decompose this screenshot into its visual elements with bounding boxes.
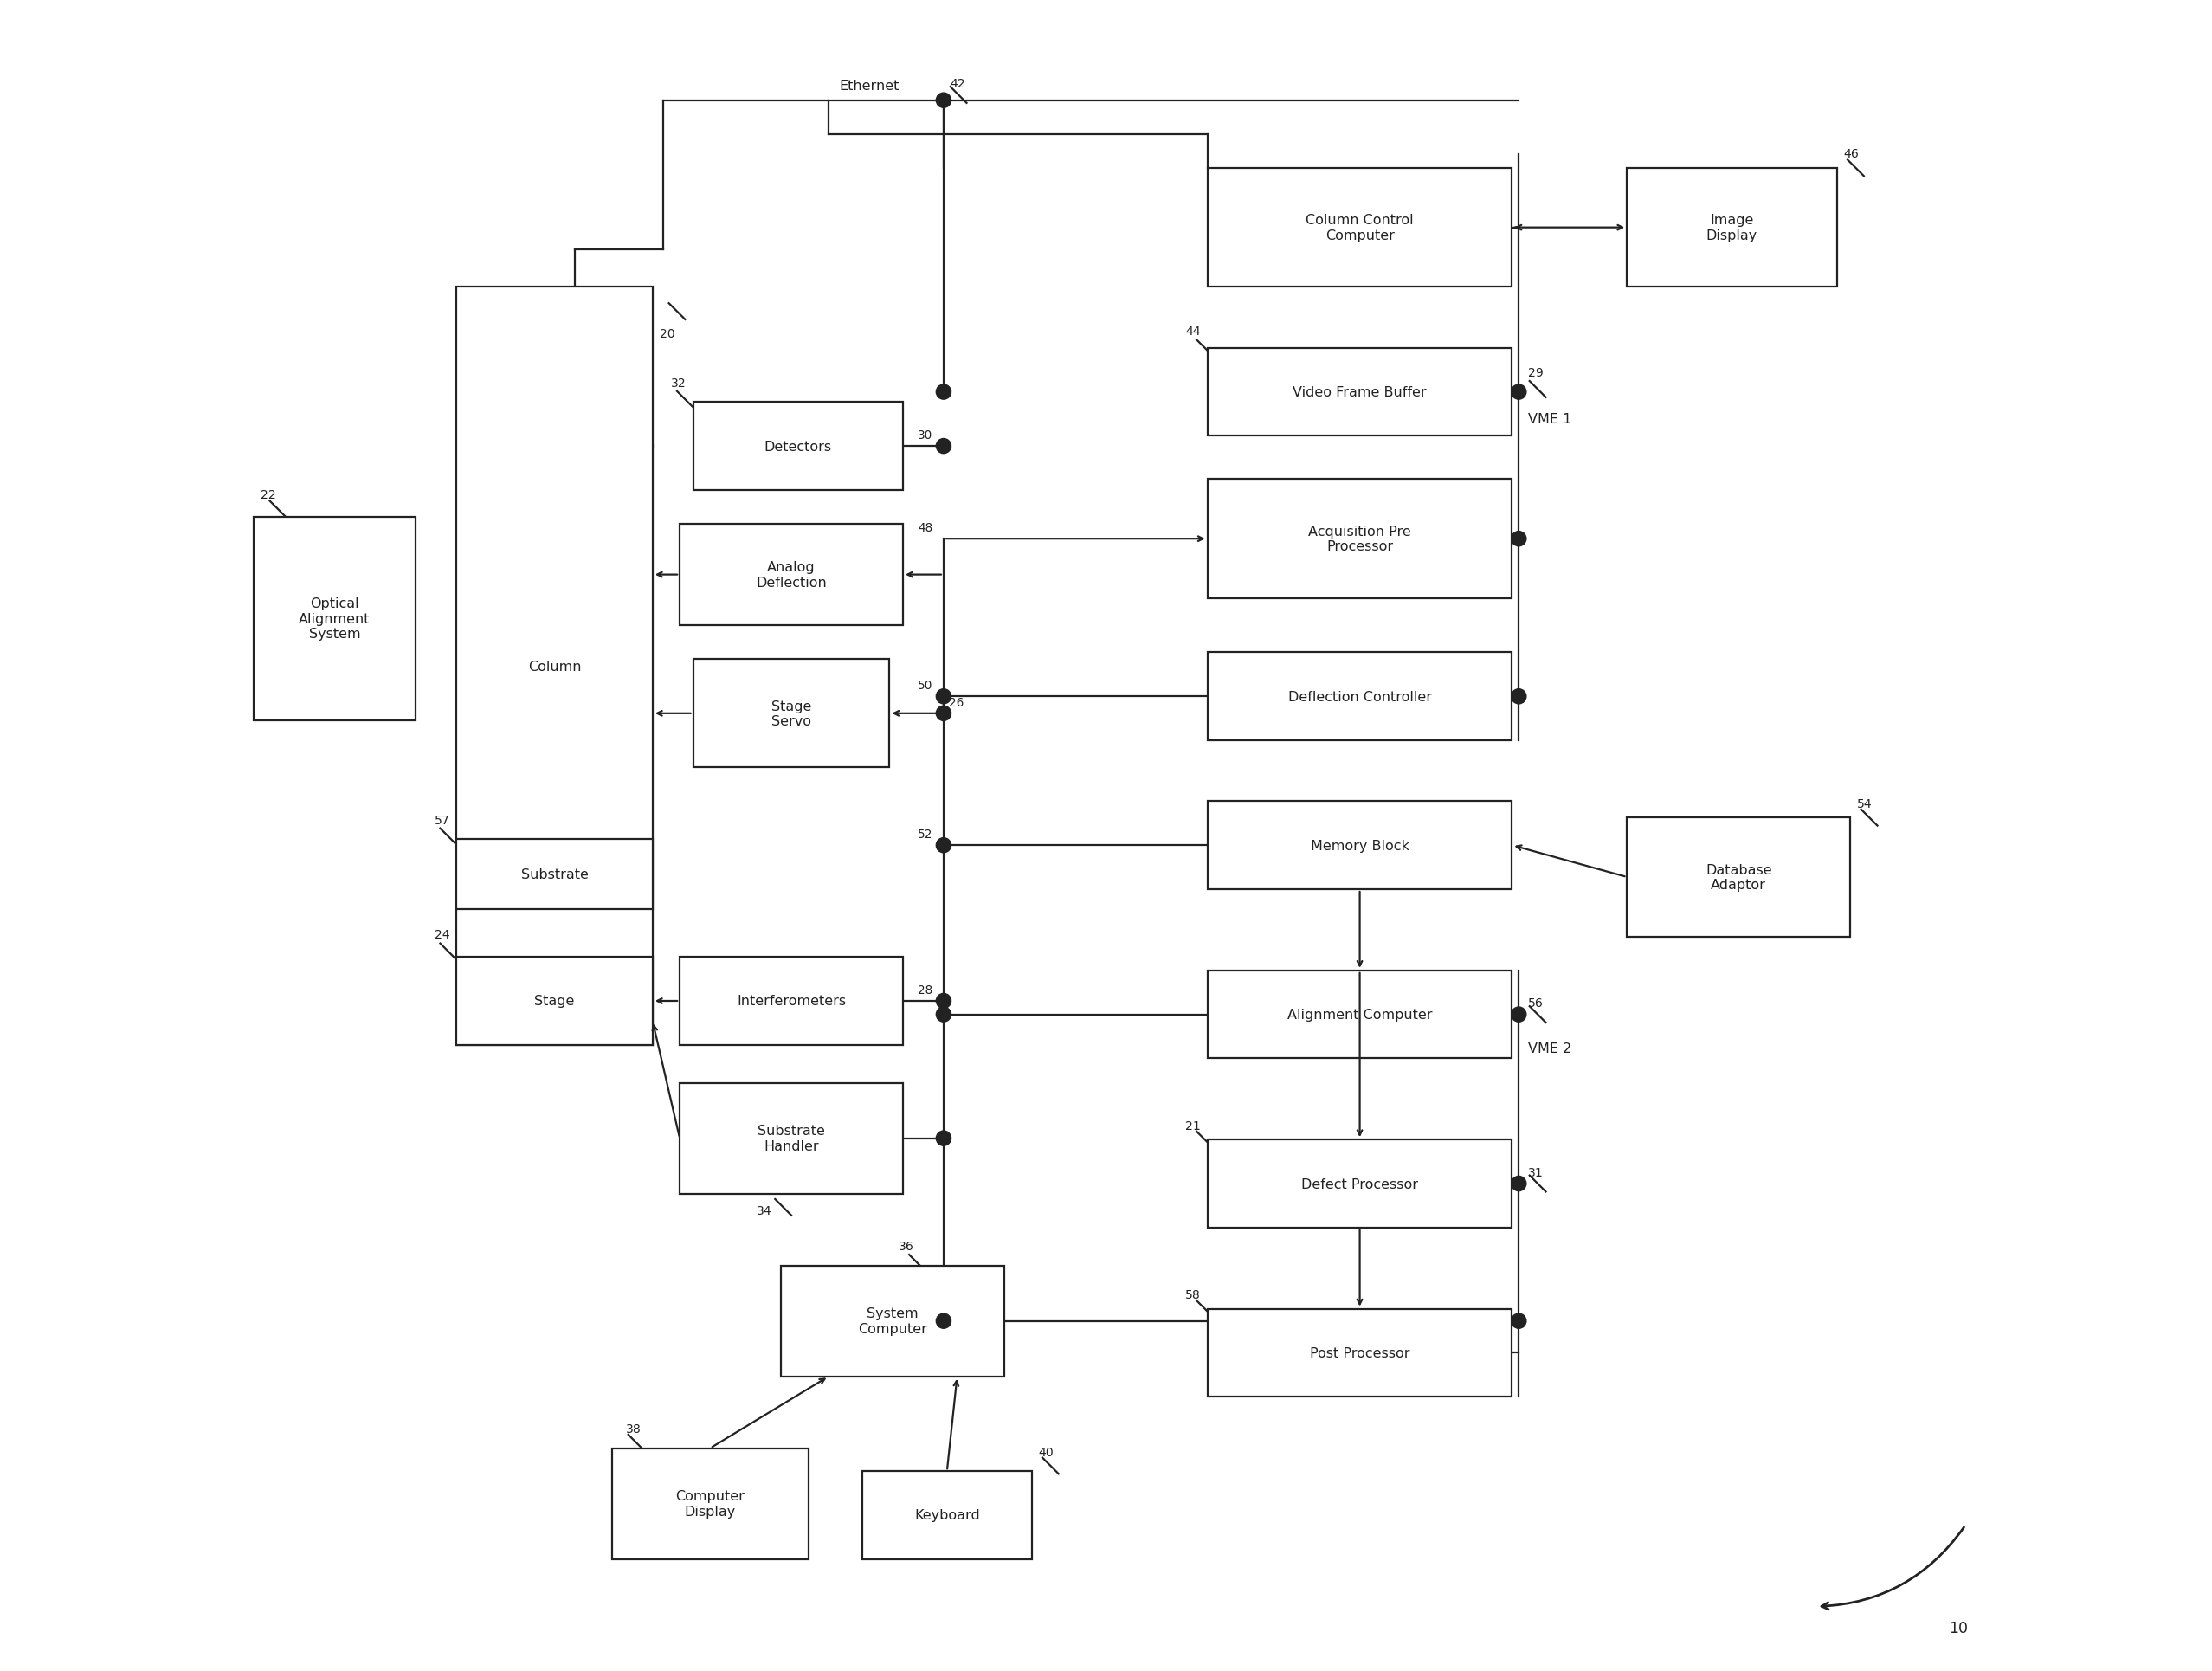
- Circle shape: [936, 384, 951, 399]
- Circle shape: [1511, 384, 1526, 399]
- FancyBboxPatch shape: [456, 957, 653, 1044]
- Text: Memory Block: Memory Block: [1310, 839, 1409, 852]
- Text: Detectors: Detectors: [765, 439, 832, 453]
- FancyBboxPatch shape: [456, 287, 653, 1044]
- Circle shape: [1511, 1313, 1526, 1328]
- Text: 40: 40: [1037, 1445, 1053, 1457]
- Circle shape: [936, 94, 951, 109]
- Circle shape: [936, 1313, 951, 1328]
- FancyBboxPatch shape: [1628, 169, 1836, 287]
- Text: Image
Display: Image Display: [1705, 214, 1759, 242]
- Text: 26: 26: [949, 697, 964, 709]
- Text: 58: 58: [1186, 1288, 1201, 1300]
- FancyBboxPatch shape: [1208, 169, 1513, 287]
- Text: 31: 31: [1528, 1166, 1544, 1178]
- Text: Video Frame Buffer: Video Frame Buffer: [1292, 386, 1427, 399]
- Text: 57: 57: [434, 814, 449, 825]
- Circle shape: [936, 1131, 951, 1146]
- Text: 38: 38: [626, 1422, 641, 1435]
- FancyBboxPatch shape: [679, 957, 902, 1044]
- Text: Post Processor: Post Processor: [1310, 1347, 1409, 1360]
- Text: Acquisition Pre
Processor: Acquisition Pre Processor: [1307, 525, 1411, 553]
- Text: Substrate
Handler: Substrate Handler: [759, 1125, 825, 1153]
- Circle shape: [1511, 531, 1526, 546]
- Text: Deflection Controller: Deflection Controller: [1287, 690, 1431, 703]
- Text: Stage: Stage: [535, 994, 575, 1008]
- Text: Column: Column: [529, 660, 582, 673]
- Text: 52: 52: [918, 829, 933, 841]
- Text: Keyboard: Keyboard: [914, 1509, 980, 1522]
- FancyBboxPatch shape: [1628, 817, 1849, 937]
- Circle shape: [1511, 690, 1526, 703]
- FancyBboxPatch shape: [679, 525, 902, 627]
- Text: 20: 20: [659, 328, 675, 341]
- Circle shape: [1511, 1176, 1526, 1191]
- Text: Analog
Deflection: Analog Deflection: [757, 561, 827, 590]
- Circle shape: [936, 839, 951, 854]
- FancyBboxPatch shape: [1208, 480, 1513, 598]
- FancyBboxPatch shape: [613, 1449, 807, 1559]
- Circle shape: [1511, 1008, 1526, 1023]
- Text: 36: 36: [898, 1240, 914, 1252]
- Circle shape: [936, 439, 951, 455]
- Text: Optical
Alignment
System: Optical Alignment System: [299, 598, 369, 640]
- Text: 10: 10: [1949, 1621, 1969, 1636]
- FancyBboxPatch shape: [1208, 1308, 1513, 1397]
- Text: 48: 48: [918, 521, 933, 533]
- Text: Defect Processor: Defect Processor: [1301, 1178, 1418, 1190]
- FancyBboxPatch shape: [1208, 1140, 1513, 1228]
- FancyBboxPatch shape: [456, 839, 653, 911]
- FancyBboxPatch shape: [863, 1470, 1031, 1559]
- Text: Computer
Display: Computer Display: [675, 1491, 745, 1517]
- Text: System
Computer: System Computer: [858, 1307, 927, 1335]
- Circle shape: [936, 690, 951, 703]
- Text: 34: 34: [757, 1205, 772, 1216]
- Text: VME 2: VME 2: [1528, 1041, 1573, 1054]
- FancyBboxPatch shape: [1208, 653, 1513, 740]
- FancyBboxPatch shape: [1208, 971, 1513, 1059]
- Text: 56: 56: [1528, 998, 1544, 1009]
- FancyBboxPatch shape: [692, 660, 889, 769]
- Text: 32: 32: [670, 378, 686, 389]
- Text: 24: 24: [434, 929, 449, 941]
- Text: Database
Adaptor: Database Adaptor: [1705, 864, 1772, 891]
- FancyBboxPatch shape: [1208, 802, 1513, 889]
- FancyBboxPatch shape: [692, 403, 902, 491]
- FancyBboxPatch shape: [1208, 349, 1513, 436]
- Text: 28: 28: [918, 984, 933, 996]
- Text: 21: 21: [1186, 1120, 1201, 1131]
- FancyBboxPatch shape: [781, 1265, 1004, 1377]
- FancyBboxPatch shape: [254, 518, 416, 720]
- Circle shape: [936, 1008, 951, 1023]
- Text: 54: 54: [1858, 797, 1871, 810]
- Text: 50: 50: [918, 680, 933, 692]
- Text: 30: 30: [918, 429, 933, 441]
- Text: 22: 22: [261, 490, 276, 501]
- Text: Column Control
Computer: Column Control Computer: [1305, 214, 1413, 242]
- Text: 42: 42: [951, 79, 967, 90]
- FancyBboxPatch shape: [679, 1083, 902, 1195]
- Text: Substrate: Substrate: [520, 869, 588, 881]
- Text: 44: 44: [1186, 326, 1201, 338]
- Text: Stage
Servo: Stage Servo: [772, 700, 812, 729]
- Text: VME 1: VME 1: [1528, 413, 1573, 426]
- Text: Interferometers: Interferometers: [737, 994, 845, 1008]
- Text: 29: 29: [1528, 368, 1544, 379]
- Circle shape: [936, 994, 951, 1009]
- Circle shape: [936, 707, 951, 722]
- Text: Ethernet: Ethernet: [838, 80, 900, 94]
- Text: Alignment Computer: Alignment Computer: [1287, 1008, 1431, 1021]
- Text: 46: 46: [1843, 149, 1858, 160]
